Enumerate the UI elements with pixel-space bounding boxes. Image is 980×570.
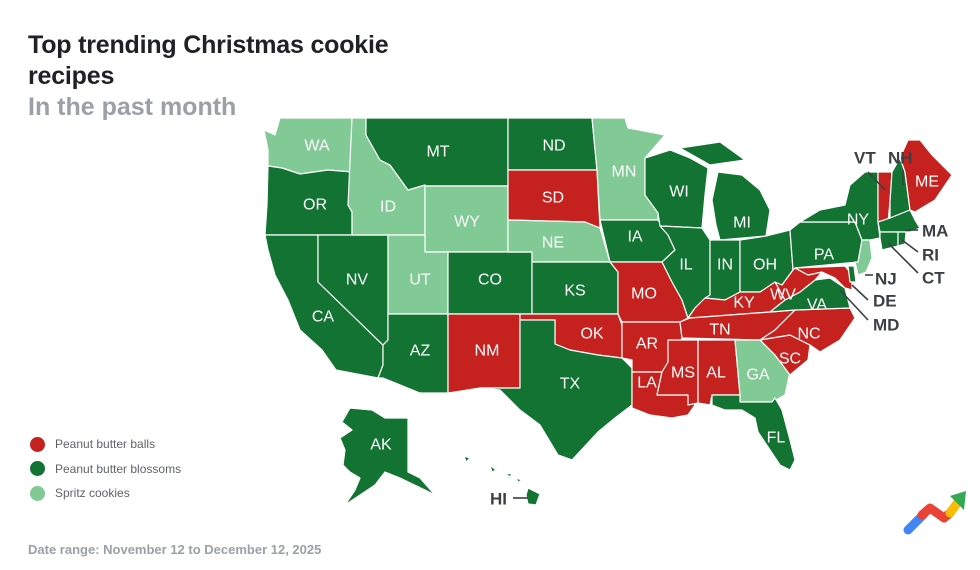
label-OH: OH xyxy=(753,257,777,274)
legend-label: Spritz cookies xyxy=(55,486,130,501)
label-AZ: AZ xyxy=(410,343,431,360)
label-ND: ND xyxy=(542,138,565,155)
label-KY: KY xyxy=(733,295,755,312)
label-HI: HI xyxy=(490,490,507,509)
state-ME[interactable] xyxy=(899,139,953,213)
legend-item-peanut-butter-balls[interactable]: Peanut butter balls xyxy=(30,432,181,457)
label-GA: GA xyxy=(746,367,769,384)
legend-label: Peanut butter blossoms xyxy=(55,461,182,476)
chart-title: Top trending Christmas cookie recipes xyxy=(28,31,389,90)
state-FL[interactable] xyxy=(711,394,796,471)
leader-DE xyxy=(851,284,869,301)
label-PA: PA xyxy=(814,247,834,264)
state-HI[interactable] xyxy=(463,455,541,506)
state-AK[interactable] xyxy=(339,407,436,506)
label-FL: FL xyxy=(767,430,786,447)
state-CT[interactable] xyxy=(879,231,899,251)
label-AK: AK xyxy=(370,437,392,454)
label-KS: KS xyxy=(564,283,585,300)
label-MI: MI xyxy=(733,215,751,232)
google-trends-logo-icon xyxy=(903,491,966,535)
label-NE: NE xyxy=(542,235,564,252)
label-NJ: NJ xyxy=(875,270,897,289)
label-CA: CA xyxy=(312,309,335,326)
state-IL[interactable] xyxy=(659,225,711,319)
state-TX[interactable] xyxy=(479,319,633,461)
legend-dot-light-green-icon xyxy=(30,485,45,501)
label-TN: TN xyxy=(709,322,730,339)
legend-dot-dark-green-icon xyxy=(30,461,45,477)
label-ME: ME xyxy=(915,174,939,191)
label-IA: IA xyxy=(627,229,642,246)
label-WV: WV xyxy=(770,287,796,304)
label-RI: RI xyxy=(922,246,939,265)
leader-VT xyxy=(867,171,886,191)
label-MD: MD xyxy=(873,316,899,335)
leader-RI xyxy=(901,239,919,253)
label-AL: AL xyxy=(706,365,726,382)
state-VT[interactable] xyxy=(877,171,893,223)
label-MT: MT xyxy=(426,144,449,161)
label-OK: OK xyxy=(580,326,603,343)
label-UT: UT xyxy=(409,272,431,289)
leader-CT xyxy=(887,242,919,274)
label-SD: SD xyxy=(542,190,564,207)
legend-dot-red-icon xyxy=(30,436,45,452)
label-NV: NV xyxy=(346,272,369,289)
legend-label: Peanut butter balls xyxy=(55,437,156,452)
legend-item-peanut-butter-blossoms[interactable]: Peanut butter blossoms xyxy=(30,457,181,482)
label-LA: LA xyxy=(637,375,657,392)
label-SC: SC xyxy=(779,351,801,368)
state-DE[interactable] xyxy=(847,265,857,283)
legend: Peanut butter balls Peanut butter blosso… xyxy=(30,432,181,506)
label-MS: MS xyxy=(671,365,695,382)
state-WI[interactable] xyxy=(644,149,709,229)
label-CO: CO xyxy=(478,272,502,289)
label-ID: ID xyxy=(380,199,396,216)
leader-MD xyxy=(839,289,869,321)
label-IN: IN xyxy=(717,257,733,274)
chart-subtitle: In the past month xyxy=(28,93,237,121)
label-WY: WY xyxy=(454,214,480,231)
label-TX: TX xyxy=(560,376,581,393)
label-AR: AR xyxy=(636,336,658,353)
legend-item-spritz-cookies[interactable]: Spritz cookies xyxy=(30,481,181,506)
label-NY: NY xyxy=(847,212,870,229)
label-MA: MA xyxy=(922,222,948,241)
label-VA: VA xyxy=(807,297,827,314)
label-VT: VT xyxy=(854,149,876,168)
label-NM: NM xyxy=(475,343,500,360)
label-IL: IL xyxy=(679,257,692,274)
label-WA: WA xyxy=(304,138,330,155)
label-WI: WI xyxy=(669,184,689,201)
label-MO: MO xyxy=(631,286,657,303)
label-CT: CT xyxy=(922,269,945,288)
label-NC: NC xyxy=(797,326,820,343)
label-MN: MN xyxy=(612,164,637,181)
label-NH: NH xyxy=(888,149,913,168)
label-OR: OR xyxy=(303,197,327,214)
state-NJ[interactable] xyxy=(854,239,873,276)
state-RI[interactable] xyxy=(897,231,907,247)
date-range: Date range: November 12 to December 12, … xyxy=(28,542,322,557)
label-DE: DE xyxy=(873,292,897,311)
state-NC[interactable] xyxy=(759,307,856,353)
